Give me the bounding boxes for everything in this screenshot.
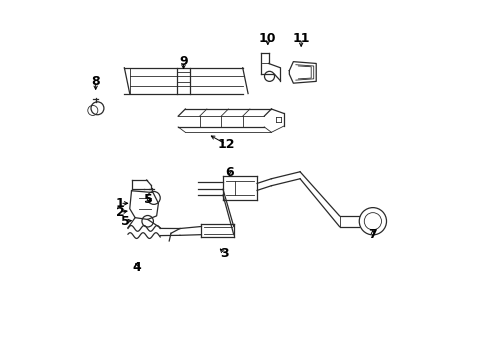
Text: 4: 4 <box>132 261 141 274</box>
Text: 10: 10 <box>259 32 276 45</box>
Text: 6: 6 <box>224 166 233 179</box>
Text: 11: 11 <box>292 32 309 45</box>
Text: 8: 8 <box>91 75 100 88</box>
Text: 1: 1 <box>116 197 124 210</box>
Text: 12: 12 <box>217 138 234 150</box>
Text: 5: 5 <box>144 193 153 206</box>
Text: 5: 5 <box>121 215 129 228</box>
Text: 3: 3 <box>220 247 228 260</box>
Text: 2: 2 <box>116 206 124 219</box>
Text: 7: 7 <box>368 228 376 241</box>
Text: 9: 9 <box>179 55 187 68</box>
